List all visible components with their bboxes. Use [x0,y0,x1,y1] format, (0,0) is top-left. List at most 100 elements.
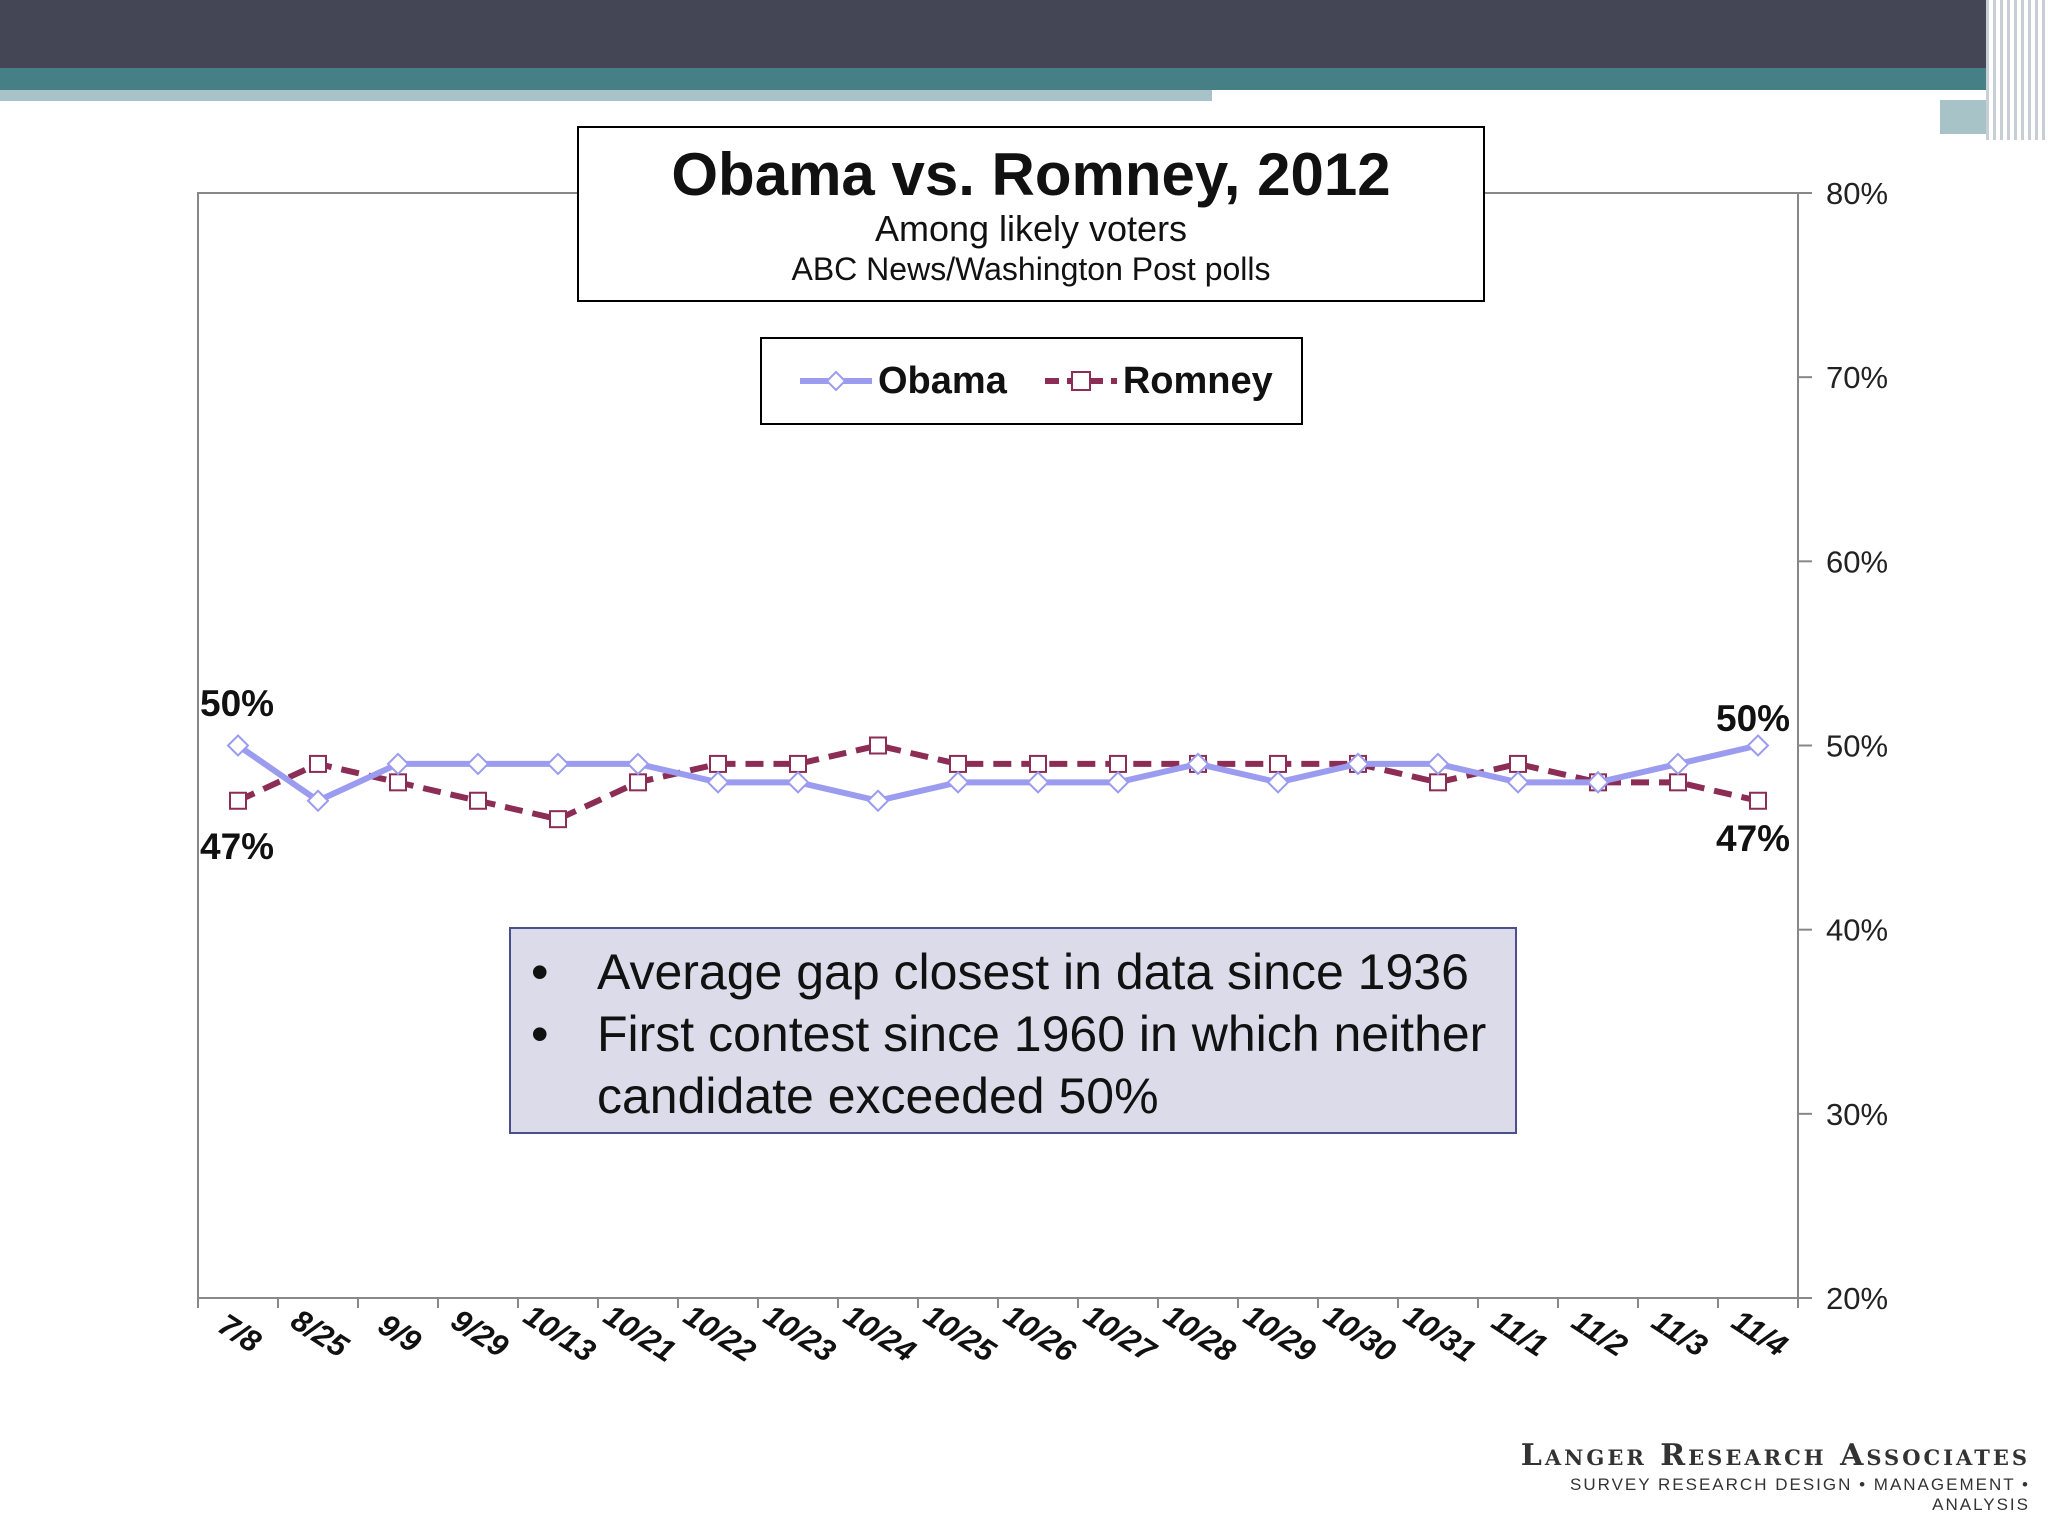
y-tick-label: 70% [1826,360,1888,395]
data-point-obama [626,752,650,776]
chart-legend: Obama Romney [760,337,1303,425]
x-tick-label: 9/29 [445,1302,515,1365]
bullet-icon: • [531,944,549,1000]
x-tick-label: 10/31 [1398,1297,1482,1369]
end-labels: 50% 47% 50% 47% [200,683,1790,867]
brand-tagline: SURVEY RESEARCH DESIGN • MANAGEMENT • AN… [1570,1475,2030,1514]
data-point-obama [1506,770,1530,794]
brand-name: Langer Research Associates [1520,1438,2030,1473]
finding-text: Average gap closest in data since 1936 [597,944,1469,1000]
data-point-obama [786,770,810,794]
legend-label-obama: Obama [878,359,1007,402]
header-stripes [1986,0,2048,140]
data-point-obama [1266,770,1290,794]
romney-first-label: 47% [200,826,274,867]
chart-source: ABC News/Washington Post polls [791,251,1271,287]
x-tick-label: 7/8 [212,1307,268,1360]
legend-swatch-obama [800,370,872,392]
x-tick-label: 10/21 [598,1297,682,1369]
data-point-obama [1586,770,1610,794]
data-point-obama [1346,752,1370,776]
data-point-romney [389,773,407,792]
data-point-romney [629,773,647,792]
data-point-obama [1186,752,1210,776]
series-obama [226,734,1770,813]
data-point-romney [1669,773,1687,792]
x-tick-label: 10/24 [838,1297,922,1369]
x-tick-label: 9/9 [372,1307,428,1360]
x-tick-label: 11/4 [1726,1303,1794,1364]
key-findings-box: • Average gap closest in data since 1936… [509,927,1517,1134]
data-point-romney [549,810,567,829]
data-point-obama [866,789,890,813]
x-tick-label: 10/30 [1318,1297,1402,1369]
data-point-obama [1026,770,1050,794]
legend-label-romney: Romney [1122,359,1273,402]
data-point-romney [1749,791,1767,810]
data-point-romney [309,754,327,773]
data-point-romney [869,736,887,755]
data-point-romney [1269,754,1287,773]
y-tick-label: 40% [1826,913,1888,948]
chart-title-box: Obama vs. Romney, 2012 Among likely vote… [577,126,1485,302]
y-tick-label: 20% [1826,1281,1888,1316]
x-tick-label: 8/25 [285,1302,355,1365]
data-point-obama [386,752,410,776]
data-point-obama [226,734,250,757]
x-tick-label: 10/23 [758,1297,842,1369]
y-tick-label: 60% [1826,544,1888,579]
legend-item-romney: Romney [1043,360,1273,403]
x-tick-label: 10/27 [1078,1297,1164,1370]
x-tick-label: 11/2 [1566,1303,1634,1364]
series-line-obama [236,742,1759,804]
data-point-obama [306,789,330,813]
y-tick-label: 30% [1826,1097,1888,1132]
finding-item: • First contest since 1960 in which neit… [531,1003,1495,1127]
legend-swatch-romney [1044,371,1117,391]
x-tick-label: 10/13 [518,1297,602,1369]
obama-first-label: 50% [200,683,274,724]
data-point-obama [546,752,570,776]
y-tick-label: 80% [1826,176,1888,211]
x-tick-label: 10/29 [1238,1297,1323,1369]
data-point-obama [1426,752,1450,776]
series-layer [226,734,1770,829]
series-line-romney [236,742,1759,823]
y-axis: 20% 30% 40% 50% 60% 70% 80% [1798,176,1888,1316]
brand-logo: Langer Research Associates SURVEY RESEAR… [1500,1438,2030,1515]
data-point-obama [1746,734,1770,757]
x-tick-label: 10/25 [918,1297,1003,1369]
x-tick-label: 11/1 [1486,1303,1554,1364]
obama-last-label: 50% [1716,698,1790,739]
data-point-romney [1029,754,1047,773]
y-tick-label: 50% [1826,729,1888,764]
data-point-obama [466,752,490,776]
x-tick-label: 10/28 [1158,1297,1243,1369]
data-point-obama [1106,770,1130,794]
data-point-romney [469,791,487,810]
legend-item-obama: Obama [798,360,1007,403]
x-tick-label: 10/22 [678,1297,762,1369]
header-accent-band [0,68,2048,90]
data-point-obama [946,770,970,794]
data-point-romney [709,754,727,773]
header-light-band [0,90,1212,101]
data-point-romney [1509,754,1527,773]
data-point-romney [789,754,807,773]
data-point-romney [229,791,247,810]
data-point-romney [1429,773,1447,792]
header-band [0,0,2048,68]
data-point-romney [1109,754,1127,773]
bullet-icon: • [531,1006,549,1062]
finding-text: First contest since 1960 in which neithe… [597,1006,1487,1124]
data-point-obama [1666,752,1690,776]
data-point-obama [706,770,730,794]
data-point-romney [949,754,967,773]
x-tick-label: 11/3 [1646,1303,1714,1364]
chart-title: Obama vs. Romney, 2012 [671,141,1391,208]
x-tick-label: 10/26 [998,1297,1083,1369]
romney-last-label: 47% [1716,818,1790,859]
chart-subtitle: Among likely voters [874,208,1188,249]
finding-item: • Average gap closest in data since 1936 [531,941,1495,1003]
